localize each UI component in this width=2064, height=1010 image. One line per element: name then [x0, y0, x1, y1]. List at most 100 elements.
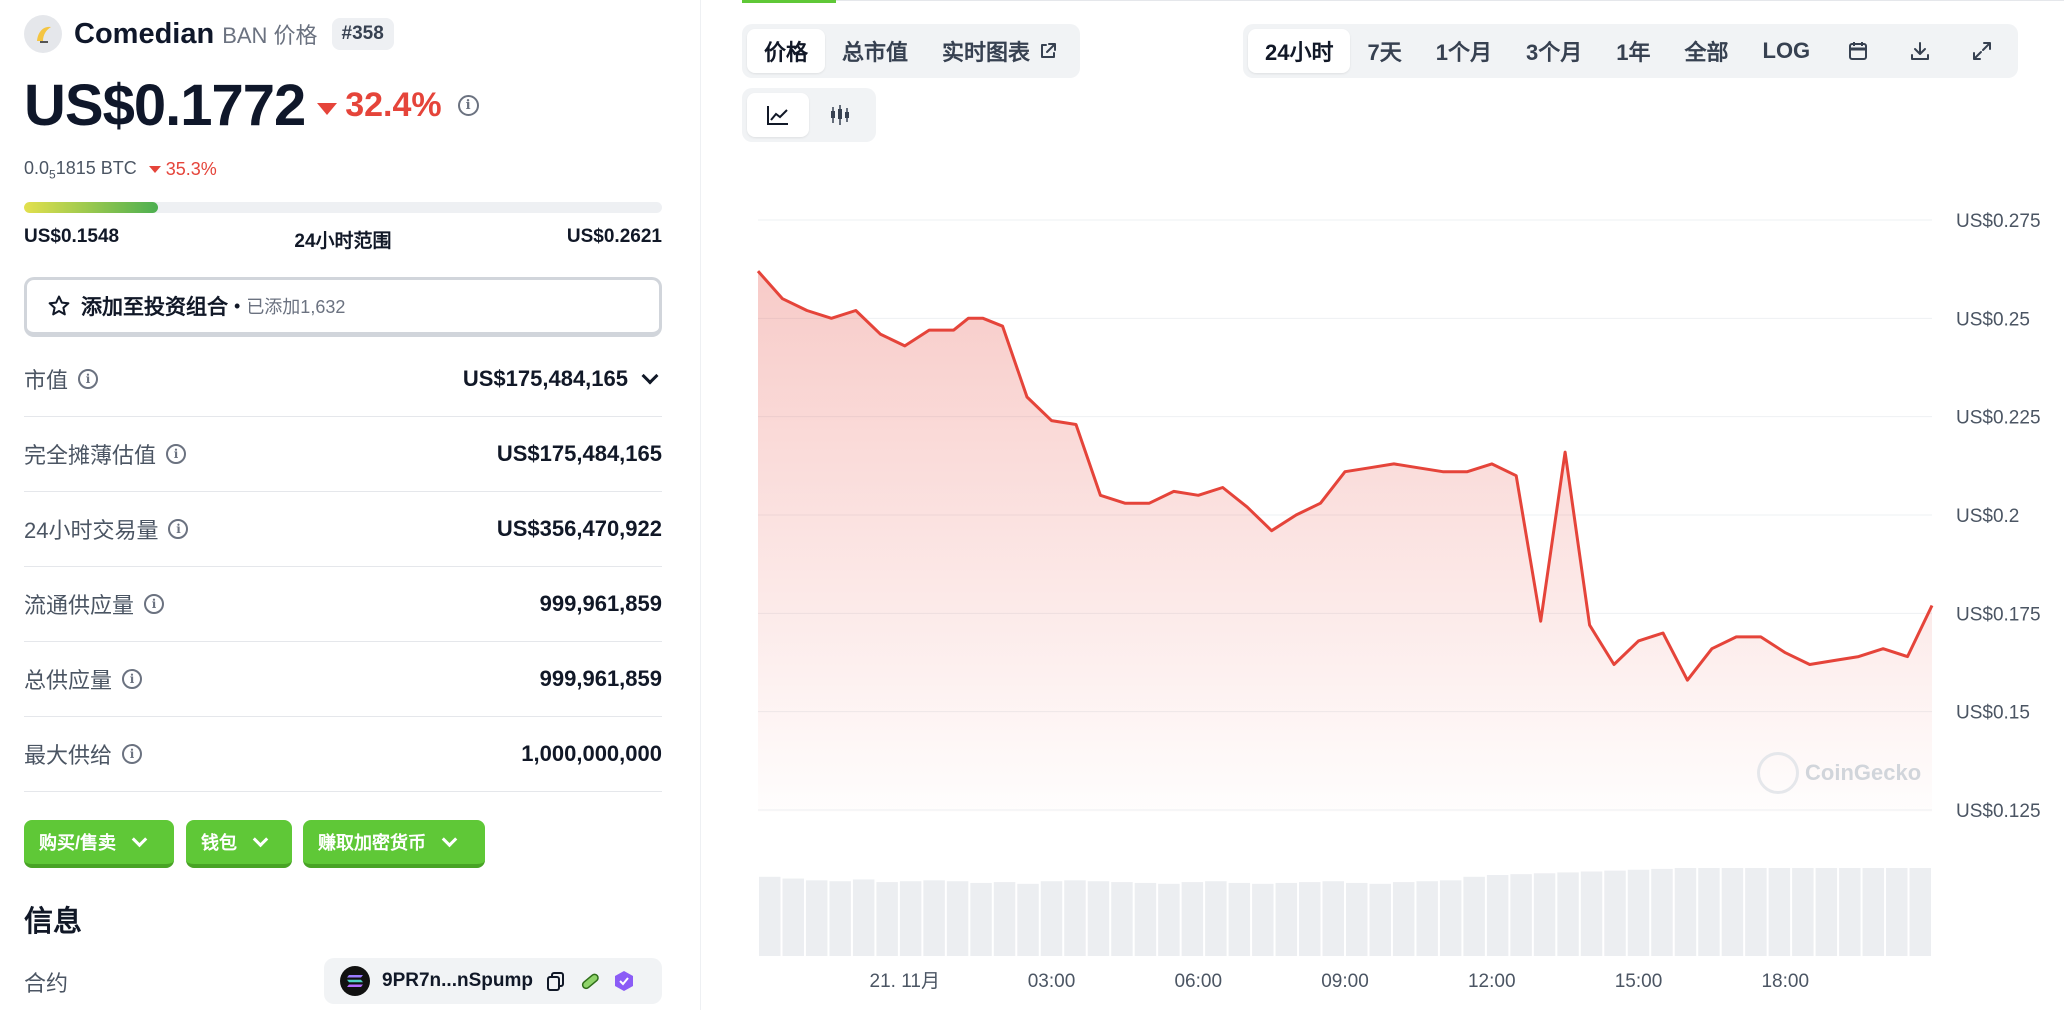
volume-bar — [1510, 874, 1532, 956]
time-range-tabs: 24小时 7天 1个月 3个月 1年 全部 LOG — [1243, 24, 2019, 78]
line-chart-button[interactable] — [747, 93, 809, 137]
volume-bar — [1299, 882, 1321, 956]
volume-bar — [1839, 868, 1861, 956]
coingecko-watermark: CoinGecko — [1757, 752, 1921, 794]
candlestick-chart-button[interactable] — [809, 93, 871, 137]
chart-type-tabs: 价格 总市值 实时图表 — [742, 24, 1081, 78]
wallet-extension-icon[interactable] — [613, 970, 635, 992]
y-tick-label: US$0.125 — [1956, 801, 2041, 822]
price-row: US$0.1772 32.4% i — [24, 72, 479, 139]
volume-bar — [1111, 882, 1133, 956]
tab-market-cap[interactable]: 总市值 — [842, 40, 909, 65]
range-label: 24小时范围 — [294, 231, 392, 252]
stat-label: 最大供给 — [24, 743, 113, 768]
range-24h[interactable]: 24小时 — [1248, 29, 1351, 73]
info-icon[interactable]: i — [166, 444, 187, 464]
panel-divider — [700, 0, 701, 1010]
wallet-button[interactable]: 钱包 — [186, 820, 292, 868]
volume-bar — [1486, 875, 1509, 956]
current-price: US$0.1772 — [24, 73, 306, 138]
calendar-button[interactable] — [1827, 29, 1889, 73]
volume-bar — [805, 880, 828, 956]
down-arrow-icon — [317, 102, 338, 115]
range-1y[interactable]: 1年 — [1616, 40, 1651, 65]
link-icon[interactable] — [579, 970, 601, 992]
external-link-icon — [1041, 43, 1057, 58]
info-icon[interactable]: i — [144, 594, 165, 614]
info-icon[interactable]: i — [168, 519, 189, 539]
x-tick-label: 03:00 — [1028, 971, 1076, 992]
fullscreen-button[interactable] — [1951, 29, 2013, 73]
chevron-down-icon — [252, 831, 269, 847]
volume-bar — [1416, 881, 1438, 956]
volume-bar — [1909, 868, 1931, 956]
price-line — [756, 270, 1934, 682]
y-tick-label: US$0.225 — [1956, 408, 2041, 429]
volume-bar — [1745, 868, 1767, 956]
volume-bar — [1369, 883, 1391, 956]
info-section-title: 信息 — [24, 906, 83, 938]
chevron-down-icon — [131, 831, 148, 847]
y-tick-label: US$0.275 — [1956, 211, 2041, 232]
volume-bar — [1017, 883, 1039, 956]
range-low: US$0.1548 — [24, 226, 120, 247]
btc-change: 35.3% — [165, 159, 217, 180]
volume-bar — [1557, 872, 1579, 956]
download-icon — [1911, 42, 1930, 60]
range-high: US$0.2621 — [566, 226, 662, 247]
volume-bar — [1346, 882, 1368, 956]
copy-icon[interactable] — [545, 970, 567, 992]
download-button[interactable] — [1889, 29, 1951, 73]
info-icon[interactable]: i — [122, 744, 143, 764]
stat-row-volume: 24小时交易量 i US$356,470,922 — [24, 492, 662, 567]
volume-bar — [1886, 868, 1908, 956]
volume-bar — [970, 882, 992, 956]
coin-logo — [24, 15, 62, 53]
info-icon[interactable]: i — [457, 95, 479, 116]
range-1m[interactable]: 1个月 — [1435, 40, 1492, 65]
volume-bar — [1275, 882, 1298, 956]
volume-bar — [923, 880, 945, 956]
volume-bar — [1580, 871, 1603, 956]
contract-address: 9PR7n...nSpump — [382, 970, 533, 991]
volume-bar — [1604, 870, 1626, 956]
y-tick-label: US$0.175 — [1956, 604, 2041, 625]
rank-badge: #358 — [331, 18, 394, 50]
chart-style-toggle — [742, 88, 876, 142]
contract-label: 合约 — [24, 971, 69, 996]
earn-crypto-button[interactable]: 赚取加密货币 — [303, 820, 485, 868]
solana-icon — [340, 966, 370, 996]
volume-bar — [1627, 869, 1650, 956]
volume-bar — [1322, 881, 1344, 956]
log-scale-toggle[interactable]: LOG — [1762, 38, 1811, 63]
add-to-portfolio-button[interactable]: 添加至投资组合 • 已添加1,632 — [24, 277, 662, 337]
down-arrow-icon — [148, 166, 161, 174]
volume-bar — [946, 881, 969, 956]
tab-price[interactable]: 价格 — [747, 29, 826, 73]
range-all[interactable]: 全部 — [1684, 40, 1729, 65]
contract-pill: 9PR7n...nSpump — [324, 958, 662, 1004]
stat-value: US$356,470,922 — [496, 516, 662, 541]
market-cap-dropdown[interactable]: US$175,484,165 — [463, 366, 662, 392]
x-tick-label: 15:00 — [1615, 971, 1663, 992]
volume-bar — [876, 882, 898, 956]
range-3m[interactable]: 3个月 — [1525, 40, 1583, 65]
info-icon[interactable]: i — [122, 669, 143, 689]
price-chart[interactable]: US$0.275 US$0.25 US$0.225 US$0.2 US$0.175 US$… — [742, 200, 2064, 1010]
range-7d[interactable]: 7天 — [1367, 40, 1402, 65]
volume-bar — [1862, 868, 1885, 956]
top-border — [742, 0, 2064, 1]
tab-live-chart[interactable]: 实时图表 — [925, 29, 1075, 73]
volume-bar — [1463, 876, 1485, 956]
stat-row-circulating-supply: 流通供应量 i 999,961,859 — [24, 567, 662, 642]
stat-label: 流通供应量 — [24, 593, 135, 618]
volume-bar — [1768, 868, 1791, 956]
coin-header: Comedian BAN 价格 #358 — [24, 14, 394, 54]
stat-row-market-cap: 市值 i US$175,484,165 — [24, 342, 662, 417]
separator-dot: • — [234, 295, 241, 316]
x-tick-label: 09:00 — [1321, 971, 1369, 992]
x-tick-label: 18:00 — [1761, 971, 1809, 992]
info-icon[interactable]: i — [78, 369, 99, 389]
range-labels: US$0.1548 24小时范围 US$0.2621 — [24, 226, 662, 253]
buy-sell-button[interactable]: 购买/售卖 — [24, 820, 174, 868]
